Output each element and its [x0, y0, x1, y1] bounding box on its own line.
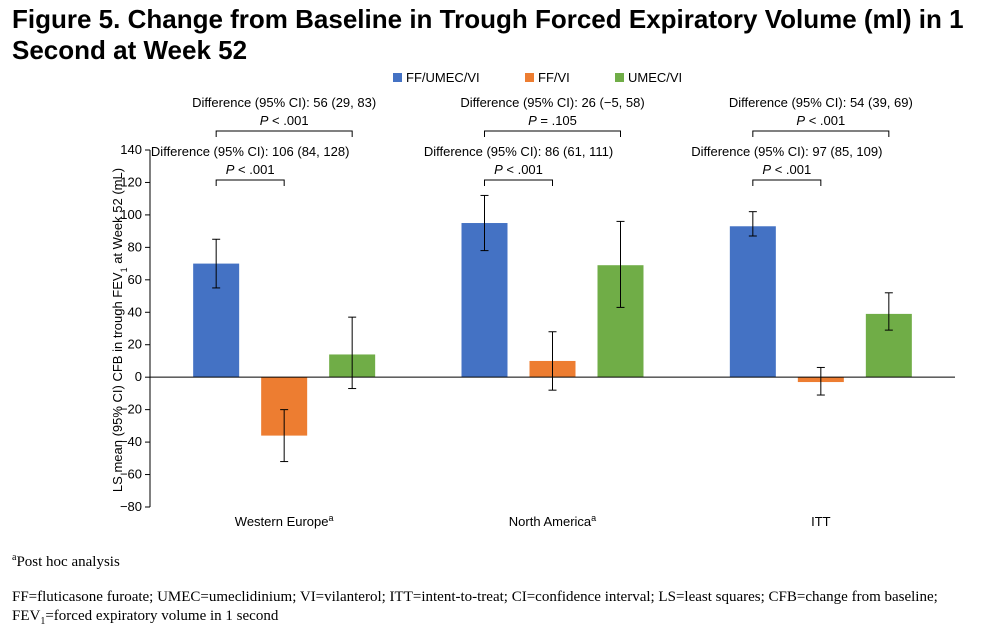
legend-label: FF/UMEC/VI [406, 70, 480, 85]
p-value-label: P < .001 [796, 113, 845, 128]
y-axis-label: LS mean (95% CI) CFB in trough FEV1 at W… [110, 168, 129, 492]
difference-label: Difference (95% CI): 97 (85, 109) [691, 144, 882, 159]
bracket [215, 130, 353, 137]
y-axis: −80 −60 −40 −20 0 20 40 60 80 100 120 140 [120, 142, 151, 514]
y-tick-label: 60 [128, 272, 142, 287]
difference-label: Difference (95% CI): 54 (39, 69) [729, 95, 913, 110]
legend-swatch [393, 73, 402, 82]
x-tick-label: ITT [811, 514, 831, 529]
legend-swatch [615, 73, 624, 82]
bar-chart: FF/UMEC/VI FF/VI UMEC/VI Difference (95% C… [110, 70, 955, 529]
y-tick-label: 40 [128, 304, 142, 319]
p-value-label: P < .001 [226, 162, 275, 177]
y-tick-label: −60 [120, 467, 142, 482]
y-tick-label: −20 [120, 402, 142, 417]
bracket [752, 179, 822, 186]
y-tick-label: 120 [120, 174, 142, 189]
x-tick-label: North Americaa [509, 513, 596, 529]
legend-label: FF/VI [538, 70, 570, 85]
bars [193, 223, 912, 436]
legend: FF/UMEC/VI FF/VI UMEC/VI [393, 70, 682, 85]
x-axis: Western Europea North Americaa ITT [150, 376, 955, 529]
p-value-label: P < .001 [260, 113, 309, 128]
y-tick-label: 140 [120, 142, 142, 157]
comparison-brackets: Difference (95% CI): 56 (29, 83) P < .001… [151, 95, 913, 186]
x-tick-label: Western Europea [235, 513, 334, 529]
difference-label: Difference (95% CI): 106 (84, 128) [151, 144, 349, 159]
y-tick-label: 0 [135, 369, 142, 384]
p-value-label: P < .001 [762, 162, 811, 177]
difference-label: Difference (95% CI): 26 (−5, 58) [460, 95, 644, 110]
y-tick-label: 100 [120, 207, 142, 222]
bracket [215, 179, 285, 186]
bracket [484, 130, 621, 137]
post-hoc-footnote: aPost hoc analysis [12, 552, 120, 570]
y-tick-label: 20 [128, 337, 142, 352]
legend-label: UMEC/VI [628, 70, 682, 85]
difference-label: Difference (95% CI): 86 (61, 111) [424, 144, 613, 159]
difference-label: Difference (95% CI): 56 (29, 83) [192, 95, 376, 110]
y-tick-label: −80 [120, 499, 142, 514]
figure-title: Figure 5. Change from Baseline in Trough… [12, 4, 964, 65]
p-value-label: P = .105 [528, 113, 577, 128]
error-bars [212, 194, 893, 463]
bracket [752, 130, 890, 137]
y-tick-label: 80 [128, 239, 142, 254]
y-tick-label: −40 [120, 434, 142, 449]
legend-swatch [525, 73, 534, 82]
bar [729, 226, 776, 378]
abbreviations-footnote: FF=fluticasone furoate; UMEC=umeclidiniu… [12, 589, 938, 627]
p-value-label: P < .001 [494, 162, 543, 177]
bracket [484, 179, 553, 186]
